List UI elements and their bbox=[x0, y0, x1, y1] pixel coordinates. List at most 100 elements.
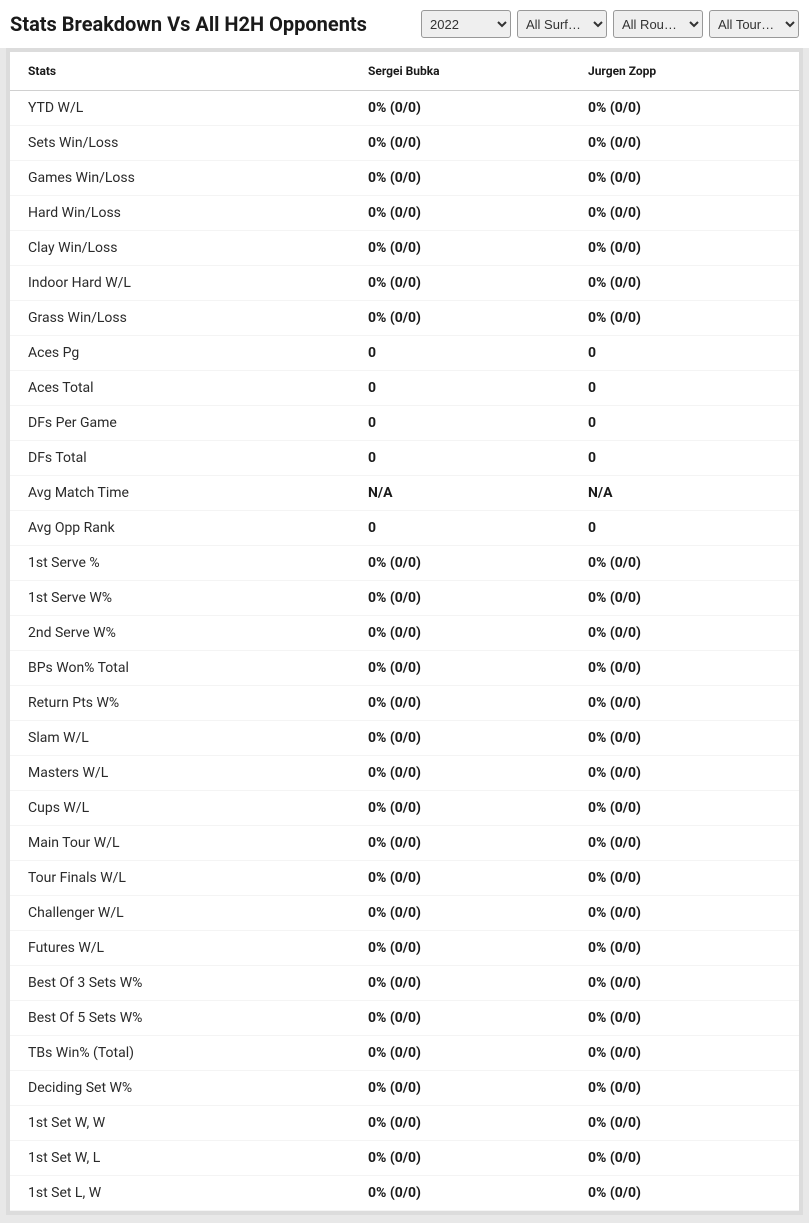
stat-label: Cups W/L bbox=[10, 791, 350, 826]
stat-label: YTD W/L bbox=[10, 91, 350, 126]
player2-value: 0% (0/0) bbox=[570, 756, 799, 791]
table-row: 1st Set L, W0% (0/0)0% (0/0) bbox=[10, 1176, 799, 1211]
stat-label: Return Pts W% bbox=[10, 686, 350, 721]
filter-group: 2022 All Surf… All Rou… All Tour… bbox=[421, 10, 799, 38]
player1-value: 0 bbox=[350, 406, 570, 441]
stat-label: DFs Total bbox=[10, 441, 350, 476]
column-header-player2: Jurgen Zopp bbox=[570, 52, 799, 91]
player1-value: 0% (0/0) bbox=[350, 1001, 570, 1036]
player1-value: 0% (0/0) bbox=[350, 546, 570, 581]
stat-label: Best Of 3 Sets W% bbox=[10, 966, 350, 1001]
tour-select[interactable]: All Tour… bbox=[709, 10, 799, 38]
table-row: Challenger W/L0% (0/0)0% (0/0) bbox=[10, 896, 799, 931]
player2-value: 0% (0/0) bbox=[570, 1176, 799, 1211]
stat-label: Masters W/L bbox=[10, 756, 350, 791]
stat-label: DFs Per Game bbox=[10, 406, 350, 441]
player1-value: 0% (0/0) bbox=[350, 651, 570, 686]
player1-value: 0% (0/0) bbox=[350, 756, 570, 791]
year-select[interactable]: 2022 bbox=[421, 10, 511, 38]
table-row: Avg Opp Rank00 bbox=[10, 511, 799, 546]
table-row: Avg Match TimeN/AN/A bbox=[10, 476, 799, 511]
table-row: 2nd Serve W%0% (0/0)0% (0/0) bbox=[10, 616, 799, 651]
player2-value: 0% (0/0) bbox=[570, 791, 799, 826]
table-row: Games Win/Loss0% (0/0)0% (0/0) bbox=[10, 161, 799, 196]
stat-label: Tour Finals W/L bbox=[10, 861, 350, 896]
player1-value: 0% (0/0) bbox=[350, 966, 570, 1001]
stat-label: Hard Win/Loss bbox=[10, 196, 350, 231]
player2-value: 0 bbox=[570, 511, 799, 546]
table-row: DFs Total00 bbox=[10, 441, 799, 476]
player2-value: 0% (0/0) bbox=[570, 1036, 799, 1071]
player2-value: 0% (0/0) bbox=[570, 826, 799, 861]
table-row: Masters W/L0% (0/0)0% (0/0) bbox=[10, 756, 799, 791]
table-row: Deciding Set W%0% (0/0)0% (0/0) bbox=[10, 1071, 799, 1106]
table-row: Best Of 3 Sets W%0% (0/0)0% (0/0) bbox=[10, 966, 799, 1001]
player2-value: 0 bbox=[570, 406, 799, 441]
stat-label: Games Win/Loss bbox=[10, 161, 350, 196]
stat-label: 2nd Serve W% bbox=[10, 616, 350, 651]
column-header-stats: Stats bbox=[10, 52, 350, 91]
player2-value: 0% (0/0) bbox=[570, 721, 799, 756]
table-row: Aces Total00 bbox=[10, 371, 799, 406]
stat-label: Aces Pg bbox=[10, 336, 350, 371]
player2-value: 0% (0/0) bbox=[570, 126, 799, 161]
player1-value: 0% (0/0) bbox=[350, 581, 570, 616]
player1-value: 0% (0/0) bbox=[350, 266, 570, 301]
round-select[interactable]: All Rou… bbox=[613, 10, 703, 38]
player1-value: 0% (0/0) bbox=[350, 686, 570, 721]
player1-value: 0% (0/0) bbox=[350, 196, 570, 231]
table-row: Sets Win/Loss0% (0/0)0% (0/0) bbox=[10, 126, 799, 161]
stat-label: 1st Serve % bbox=[10, 546, 350, 581]
player2-value: 0% (0/0) bbox=[570, 651, 799, 686]
player2-value: 0% (0/0) bbox=[570, 91, 799, 126]
table-row: Tour Finals W/L0% (0/0)0% (0/0) bbox=[10, 861, 799, 896]
header-bar: Stats Breakdown Vs All H2H Opponents 202… bbox=[0, 0, 809, 48]
player1-value: 0% (0/0) bbox=[350, 126, 570, 161]
stat-label: Aces Total bbox=[10, 371, 350, 406]
stat-label: 1st Set W, W bbox=[10, 1106, 350, 1141]
stat-label: Main Tour W/L bbox=[10, 826, 350, 861]
player1-value: 0% (0/0) bbox=[350, 301, 570, 336]
table-row: YTD W/L0% (0/0)0% (0/0) bbox=[10, 91, 799, 126]
table-row: Futures W/L0% (0/0)0% (0/0) bbox=[10, 931, 799, 966]
stat-label: Avg Match Time bbox=[10, 476, 350, 511]
stat-label: Indoor Hard W/L bbox=[10, 266, 350, 301]
player2-value: 0% (0/0) bbox=[570, 196, 799, 231]
stat-label: Challenger W/L bbox=[10, 896, 350, 931]
player1-value: 0% (0/0) bbox=[350, 1141, 570, 1176]
table-row: 1st Set W, L0% (0/0)0% (0/0) bbox=[10, 1141, 799, 1176]
player2-value: 0% (0/0) bbox=[570, 266, 799, 301]
player1-value: 0% (0/0) bbox=[350, 1176, 570, 1211]
player1-value: 0% (0/0) bbox=[350, 896, 570, 931]
stat-label: Best Of 5 Sets W% bbox=[10, 1001, 350, 1036]
player1-value: 0% (0/0) bbox=[350, 721, 570, 756]
surface-select[interactable]: All Surf… bbox=[517, 10, 607, 38]
player1-value: 0 bbox=[350, 511, 570, 546]
table-row: Hard Win/Loss0% (0/0)0% (0/0) bbox=[10, 196, 799, 231]
player2-value: 0% (0/0) bbox=[570, 1106, 799, 1141]
stat-label: 1st Serve W% bbox=[10, 581, 350, 616]
player2-value: 0 bbox=[570, 371, 799, 406]
player1-value: 0% (0/0) bbox=[350, 231, 570, 266]
player1-value: 0% (0/0) bbox=[350, 1036, 570, 1071]
player2-value: 0% (0/0) bbox=[570, 616, 799, 651]
page-title: Stats Breakdown Vs All H2H Opponents bbox=[10, 12, 367, 36]
table-row: Return Pts W%0% (0/0)0% (0/0) bbox=[10, 686, 799, 721]
table-row: 1st Serve %0% (0/0)0% (0/0) bbox=[10, 546, 799, 581]
player1-value: 0% (0/0) bbox=[350, 161, 570, 196]
player2-value: 0% (0/0) bbox=[570, 686, 799, 721]
stats-table: Stats Sergei Bubka Jurgen Zopp YTD W/L0%… bbox=[10, 52, 799, 1211]
stat-label: Avg Opp Rank bbox=[10, 511, 350, 546]
player2-value: 0% (0/0) bbox=[570, 931, 799, 966]
table-row: Cups W/L0% (0/0)0% (0/0) bbox=[10, 791, 799, 826]
player2-value: 0% (0/0) bbox=[570, 301, 799, 336]
player1-value: 0% (0/0) bbox=[350, 1106, 570, 1141]
player1-value: 0 bbox=[350, 371, 570, 406]
stat-label: TBs Win% (Total) bbox=[10, 1036, 350, 1071]
player2-value: 0% (0/0) bbox=[570, 861, 799, 896]
stat-label: Grass Win/Loss bbox=[10, 301, 350, 336]
table-row: Indoor Hard W/L0% (0/0)0% (0/0) bbox=[10, 266, 799, 301]
player2-value: N/A bbox=[570, 476, 799, 511]
stat-label: Slam W/L bbox=[10, 721, 350, 756]
table-row: Slam W/L0% (0/0)0% (0/0) bbox=[10, 721, 799, 756]
